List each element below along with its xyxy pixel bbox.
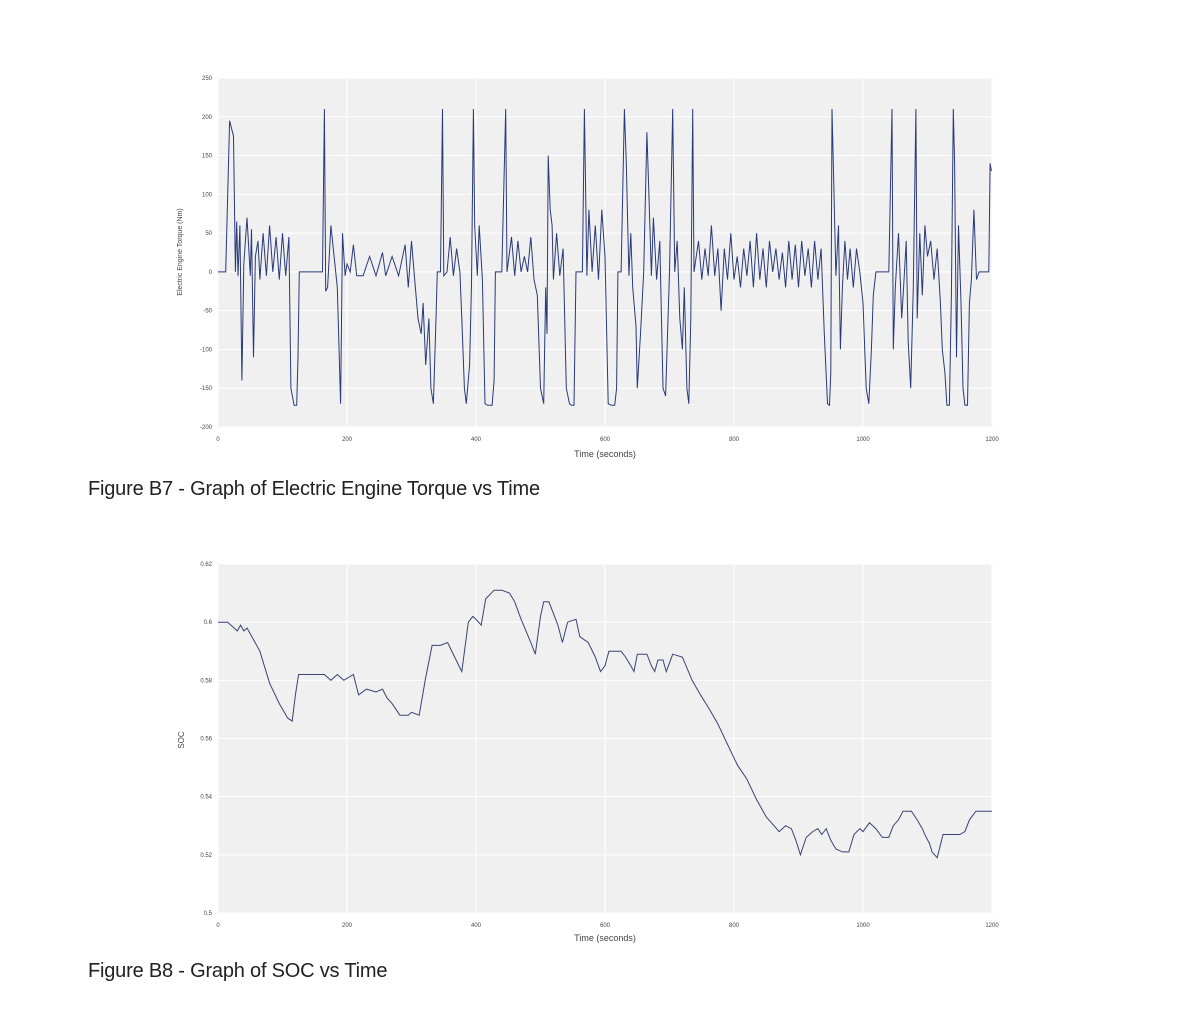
torque-chart: -200 -150 -100 -50 0 50 100 150 200 250 0 200 400 60… [177,76,999,459]
x-tick-label: 800 [729,923,740,929]
y-tick-label: 0.62 [200,562,212,568]
y-tick-label: -200 [200,425,213,431]
x-axis-label: Time (seconds) [574,933,636,943]
y-tick-label: -50 [203,309,212,315]
y-tick-label: 0.54 [200,795,212,801]
x-tick-label: 800 [729,437,740,443]
x-tick-label: 400 [471,923,482,929]
x-tick-label: 1200 [985,437,999,443]
soc-series-line [218,589,992,859]
y-ticks: -200 -150 -100 -50 0 50 100 150 200 250 [200,76,213,431]
figure-b8-caption: Figure B8 - Graph of SOC vs Time [88,960,388,982]
x-tick-label: 1000 [856,437,870,443]
y-tick-label: 0.6 [204,620,213,626]
x-tick-label: 400 [471,437,482,443]
torque-series-line [218,108,992,407]
y-tick-label: 200 [202,115,213,121]
y-tick-label: 250 [202,76,213,82]
y-tick-label: 0.56 [200,737,212,743]
x-ticks: 0 200 400 600 800 1000 1200 [216,923,999,929]
x-tick-label: 200 [342,437,353,443]
y-tick-label: 100 [202,192,213,198]
y-tick-label: 0.5 [204,911,213,917]
y-tick-label: -150 [200,386,213,392]
x-tick-label: 1000 [856,923,870,929]
y-tick-label: 150 [202,154,213,160]
grid [217,563,993,914]
x-ticks: 0 200 400 600 800 1000 1200 [216,437,999,443]
soc-chart: 0.5 0.52 0.54 0.56 0.58 0.6 0.62 0 200 400 600 800… [177,562,999,943]
x-tick-label: 1200 [985,923,999,929]
x-tick-label: 600 [600,923,611,929]
y-axis-label: Electric Engine Torque (Nm) [177,208,184,295]
x-tick-label: 200 [342,923,353,929]
y-tick-label: 0 [209,270,213,276]
x-tick-label: 600 [600,437,611,443]
y-tick-label: -100 [200,347,213,353]
figure-b7-caption: Figure B7 - Graph of Electric Engine Tor… [88,478,540,500]
y-ticks: 0.5 0.52 0.54 0.56 0.58 0.6 0.62 [200,562,212,917]
y-tick-label: 0.52 [200,853,212,859]
y-axis-label: SOC [177,731,186,749]
y-tick-label: 0.58 [200,678,212,684]
grid [217,77,993,428]
y-tick-label: 50 [205,231,212,237]
x-tick-label: 0 [216,437,220,443]
x-tick-label: 0 [216,923,220,929]
x-axis-label: Time (seconds) [574,449,636,459]
